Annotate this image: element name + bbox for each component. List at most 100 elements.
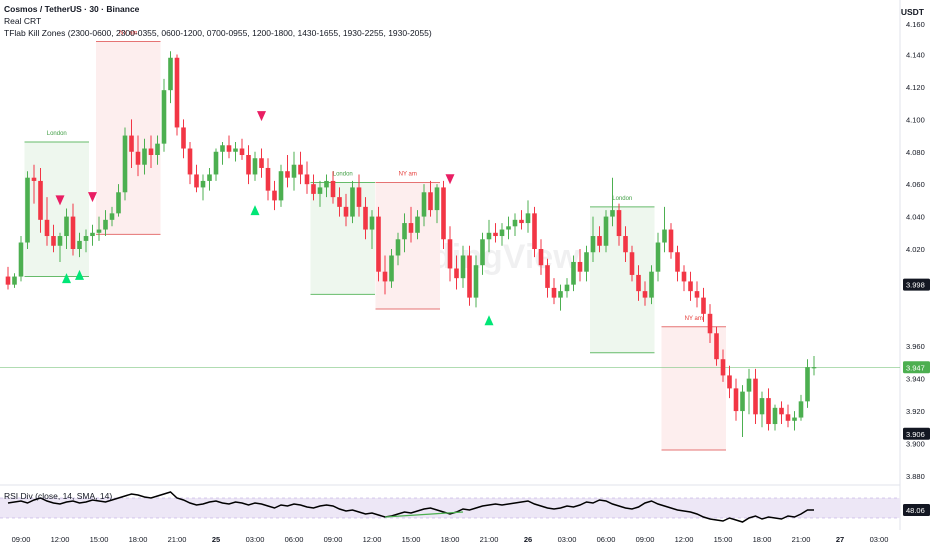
candle <box>246 145 251 185</box>
x-tick-label: 12:00 <box>363 535 382 544</box>
rsi-value-label: 48.06 <box>906 506 925 515</box>
x-tick-label: 25 <box>212 535 220 544</box>
y-tick-label: 4.100 <box>906 115 925 124</box>
candle-body <box>317 187 323 194</box>
candle-body <box>545 265 550 288</box>
y-tick-label: 4.020 <box>906 245 925 254</box>
candle <box>265 158 271 201</box>
candle-body <box>506 226 511 230</box>
candle <box>226 135 232 159</box>
candle-body <box>148 148 154 155</box>
candle <box>668 223 674 259</box>
candle-body <box>707 313 713 334</box>
candle <box>454 255 459 290</box>
candle <box>38 167 43 233</box>
candle-body <box>714 333 719 360</box>
candle <box>109 206 115 227</box>
candle-body <box>155 143 160 155</box>
x-tick-label: 27 <box>836 535 844 544</box>
candle <box>486 219 492 253</box>
candle <box>187 142 193 185</box>
candle <box>304 161 310 194</box>
indicator-kill-zones[interactable]: TFlab Kill Zones (2300-0600, 2300-0355, … <box>4 28 432 38</box>
x-tick-label: 12:00 <box>675 535 694 544</box>
candle-body <box>109 213 115 220</box>
candle-body <box>623 236 628 253</box>
candle <box>161 78 167 152</box>
candle-body <box>51 236 56 246</box>
candle <box>5 266 11 290</box>
signal-up-triangle <box>484 315 494 326</box>
candle-body <box>96 229 102 233</box>
candle-body <box>629 252 635 275</box>
candle-body <box>265 167 271 191</box>
candle <box>564 278 570 298</box>
candle-body <box>376 216 381 272</box>
candle-body <box>551 287 557 298</box>
candle-body <box>259 158 264 168</box>
candle <box>174 54 180 136</box>
candle-body <box>161 90 167 144</box>
candle <box>558 284 563 311</box>
candle-body <box>83 236 89 241</box>
candle-body <box>103 219 108 230</box>
candle-body <box>525 213 531 224</box>
candle <box>675 245 680 282</box>
candle <box>376 206 381 282</box>
candle-body <box>675 252 680 272</box>
candle <box>278 164 284 207</box>
candle <box>389 249 394 288</box>
candle-body <box>25 177 30 243</box>
candle-body <box>655 242 661 272</box>
candle-body <box>233 148 238 152</box>
candle <box>467 245 472 306</box>
rsi-value-box <box>903 503 930 516</box>
candle-body <box>473 265 479 298</box>
y-tick-label: 3.940 <box>906 375 925 384</box>
candle <box>96 216 102 241</box>
candle-body <box>187 148 193 175</box>
candle-body <box>408 223 414 233</box>
x-tick-label: 21:00 <box>168 535 187 544</box>
candle <box>356 174 362 217</box>
candle-body <box>590 236 596 253</box>
candle-body <box>129 135 134 152</box>
candle <box>252 151 258 181</box>
candle <box>44 197 50 246</box>
candle-body <box>304 174 310 185</box>
x-tick-label: 18:00 <box>753 535 772 544</box>
candle <box>655 232 661 282</box>
candle-body <box>116 192 121 214</box>
candle <box>122 127 128 201</box>
candle-body <box>480 239 485 266</box>
indicator-real-crt[interactable]: Real CRT <box>4 16 42 26</box>
candle <box>811 355 817 376</box>
candle-body <box>785 414 791 421</box>
rsi-title[interactable]: RSI Div (close, 14, SMA, 14) <box>4 491 113 501</box>
candle <box>343 193 349 227</box>
candle-body <box>610 210 615 217</box>
price-axis: 4.160 4.140 4.120 4.100 4.080 4.060 4.040 4.020… <box>906 20 925 481</box>
rsi-divergence-line <box>384 511 464 518</box>
candle-body <box>207 174 212 181</box>
candle <box>103 210 108 237</box>
candle <box>25 171 30 249</box>
y-tick-label: 3.880 <box>906 472 925 481</box>
currency-label[interactable]: USDT <box>900 7 924 17</box>
candle-body <box>174 57 180 128</box>
candle <box>616 203 622 246</box>
candle <box>525 200 531 233</box>
candle <box>116 184 121 217</box>
candle-body <box>512 219 518 227</box>
candle-body <box>57 236 63 246</box>
candle <box>792 411 797 431</box>
signal-down-triangle <box>88 192 97 203</box>
kill-zone-label: London <box>333 172 353 178</box>
candle-body <box>688 281 693 292</box>
x-tick-label: 06:00 <box>597 535 616 544</box>
candle <box>720 349 726 382</box>
x-tick-label: 21:00 <box>792 535 811 544</box>
candle-body <box>77 240 82 249</box>
